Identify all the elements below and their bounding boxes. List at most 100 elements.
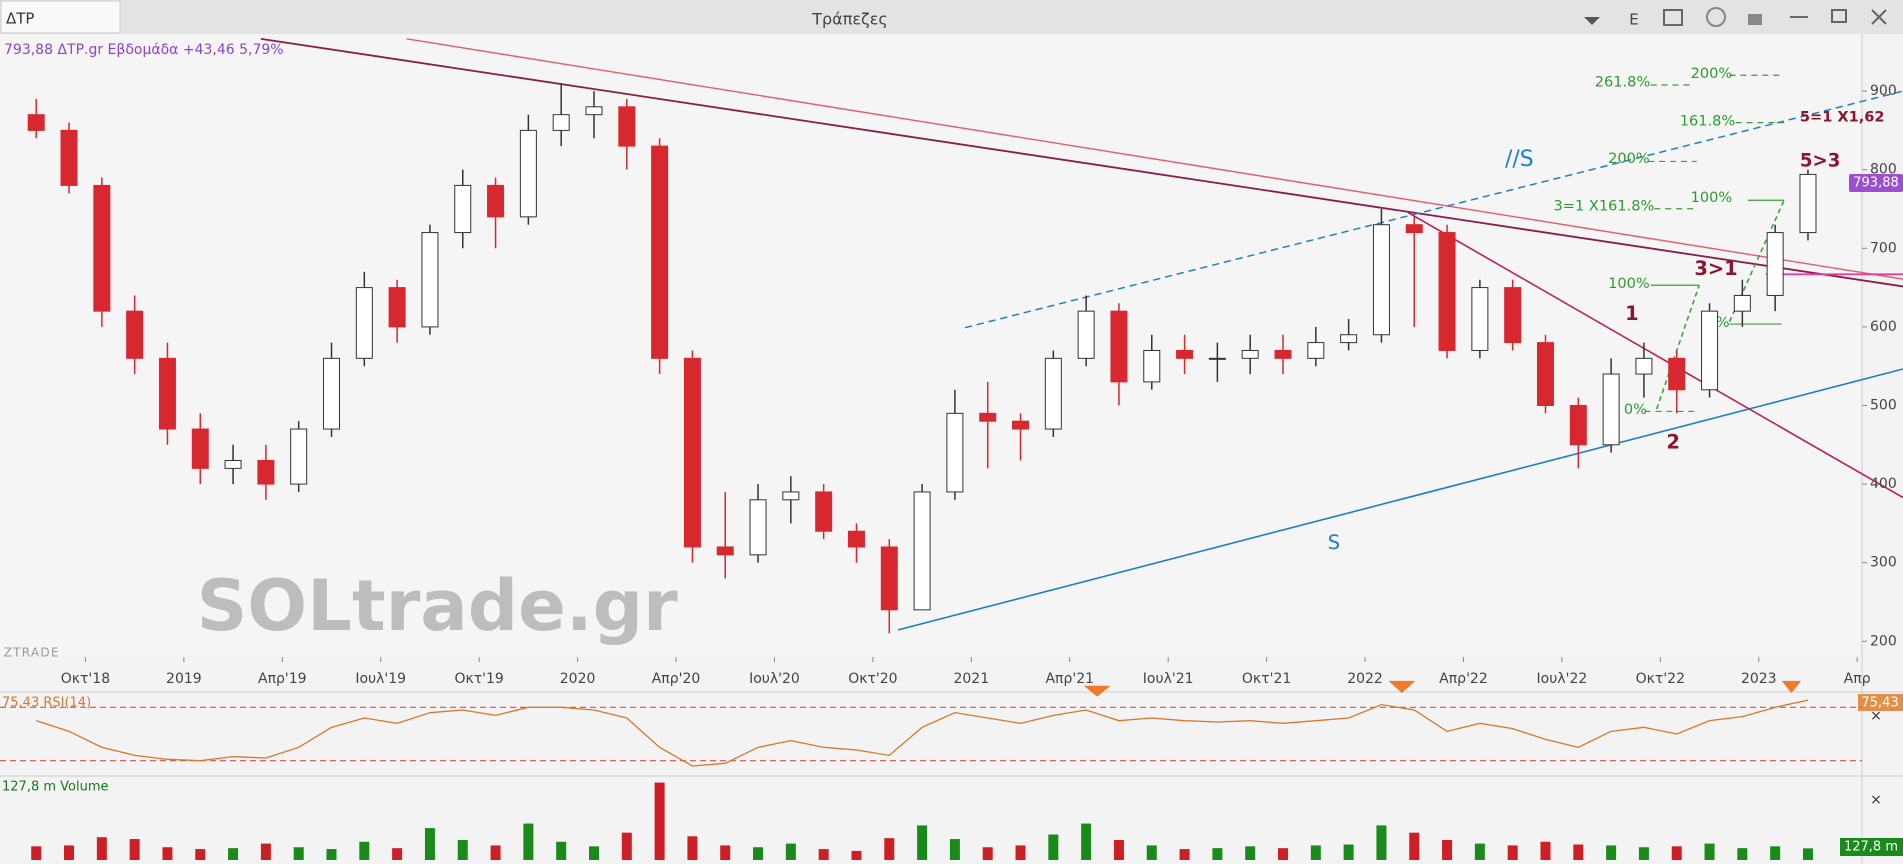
annotation: 3>1 bbox=[1694, 257, 1737, 280]
volume-bar bbox=[1507, 845, 1518, 860]
volume-bar bbox=[588, 846, 599, 860]
volume-bar bbox=[129, 839, 140, 860]
volume-bar bbox=[785, 843, 796, 860]
trendline bbox=[1407, 211, 1903, 499]
volume-bar bbox=[359, 841, 370, 860]
x-tick-label: Οκτ'18 bbox=[61, 671, 110, 687]
volume-bar bbox=[1278, 848, 1289, 860]
symbol-tab[interactable] bbox=[0, 0, 121, 34]
annotation: 3=1 X161.8% bbox=[1554, 197, 1655, 214]
x-tick-label: 2022 bbox=[1347, 671, 1383, 687]
x-tick-label: Οκτ'20 bbox=[848, 671, 897, 687]
volume-bar bbox=[818, 849, 829, 860]
candle-body bbox=[93, 184, 111, 312]
volume-bar bbox=[1212, 848, 1223, 860]
x-tick-label: Οκτ'19 bbox=[454, 671, 503, 687]
volume-bar bbox=[228, 848, 239, 860]
y-tick-label: 800 bbox=[1870, 162, 1897, 178]
parallel-line bbox=[964, 90, 1903, 329]
candle-body bbox=[519, 129, 537, 218]
symbol: ΔΤΡ bbox=[6, 10, 34, 28]
volume-bar bbox=[556, 841, 567, 860]
volume-bar bbox=[1015, 845, 1026, 860]
support-line bbox=[897, 368, 1903, 631]
candle-body bbox=[1701, 310, 1719, 391]
trendline bbox=[260, 37, 1903, 288]
candle-body bbox=[1143, 349, 1161, 383]
annotation: 200% bbox=[1608, 150, 1650, 167]
candle-body bbox=[552, 114, 570, 131]
volume-bar bbox=[392, 848, 403, 860]
annotation: 200% bbox=[1691, 65, 1733, 82]
candle-body bbox=[1504, 287, 1522, 344]
candle-body bbox=[224, 460, 242, 469]
volume-bar bbox=[1409, 832, 1420, 860]
candle-body bbox=[1307, 342, 1325, 359]
volume-bar bbox=[753, 847, 764, 860]
close-panel[interactable]: × bbox=[1870, 792, 1882, 808]
fib-level bbox=[1650, 199, 1785, 325]
volume-bar bbox=[1606, 845, 1617, 860]
icon-lock[interactable] bbox=[1748, 14, 1762, 25]
candle-body bbox=[1668, 357, 1686, 391]
candle-body bbox=[1733, 294, 1751, 312]
x-tick-label: 2021 bbox=[953, 671, 989, 687]
icon-chat[interactable] bbox=[1706, 7, 1726, 27]
fib-level bbox=[1644, 74, 1785, 413]
volume-bar bbox=[457, 839, 468, 860]
annotation: 1 bbox=[1625, 302, 1639, 325]
volume-bar bbox=[917, 825, 928, 860]
candle-body bbox=[1012, 420, 1030, 430]
candle-body bbox=[847, 530, 865, 548]
x-tick-label: Απρ'21 bbox=[1045, 671, 1094, 687]
candle-body bbox=[1372, 224, 1390, 336]
volume-bar bbox=[1179, 849, 1190, 860]
candle-body bbox=[1077, 310, 1095, 359]
annotation: 261.8% bbox=[1595, 74, 1651, 91]
dropdown[interactable] bbox=[1584, 17, 1600, 25]
candle-body bbox=[126, 310, 144, 359]
volume-bar bbox=[982, 847, 993, 860]
volume-bar bbox=[64, 845, 75, 860]
annotation: 5>3 bbox=[1800, 150, 1841, 171]
x-tick-label: Οκτ'21 bbox=[1242, 671, 1291, 687]
candle-body bbox=[1438, 232, 1456, 351]
volume-bar bbox=[326, 849, 337, 860]
x-tick-label: Απρ'22 bbox=[1439, 671, 1488, 687]
candle-body bbox=[1766, 232, 1784, 296]
x-tick-label: Απρ bbox=[1844, 671, 1871, 687]
close-panel[interactable]: × bbox=[1870, 708, 1882, 724]
icon-restore[interactable] bbox=[1831, 9, 1847, 23]
candle-body bbox=[191, 428, 209, 469]
candle-body bbox=[27, 114, 45, 131]
volume-bar bbox=[1310, 845, 1321, 860]
candle-body bbox=[323, 357, 341, 430]
annotation: //S bbox=[1505, 147, 1534, 172]
volume-bar bbox=[654, 782, 665, 860]
y-tick-label: 700 bbox=[1870, 240, 1897, 256]
y-tick-label: 300 bbox=[1870, 555, 1897, 571]
last-price: 793,88 bbox=[1853, 176, 1899, 191]
candle-body bbox=[716, 546, 734, 556]
y-tick-label: 900 bbox=[1870, 83, 1897, 99]
volume-bar bbox=[720, 845, 731, 860]
x-tick-label: 2020 bbox=[560, 671, 596, 687]
drawings: SOLtrade.gr ZTRADE //S S 1 2 3>1 5>3 5=1 X1,62… bbox=[4, 37, 1903, 697]
x-tick-label: Ιουλ'19 bbox=[355, 671, 406, 687]
x-tick-label: Ιουλ'21 bbox=[1143, 671, 1194, 687]
candle-body bbox=[1274, 349, 1292, 359]
candle-body bbox=[979, 412, 997, 422]
x-tick-label: Απρ'19 bbox=[258, 671, 307, 687]
menu-e[interactable]: E bbox=[1629, 11, 1638, 29]
candle-body bbox=[913, 491, 931, 611]
icon-close[interactable] bbox=[1871, 9, 1887, 25]
candle-body bbox=[1602, 373, 1620, 446]
volume-bar bbox=[293, 847, 304, 860]
volume-bar bbox=[162, 847, 173, 860]
plot-area bbox=[0, 34, 1862, 655]
x-tick-label: 2023 bbox=[1741, 671, 1777, 687]
icon-layout[interactable] bbox=[1663, 9, 1683, 26]
trendline bbox=[406, 38, 1903, 280]
annotation: 0% bbox=[1624, 401, 1647, 418]
